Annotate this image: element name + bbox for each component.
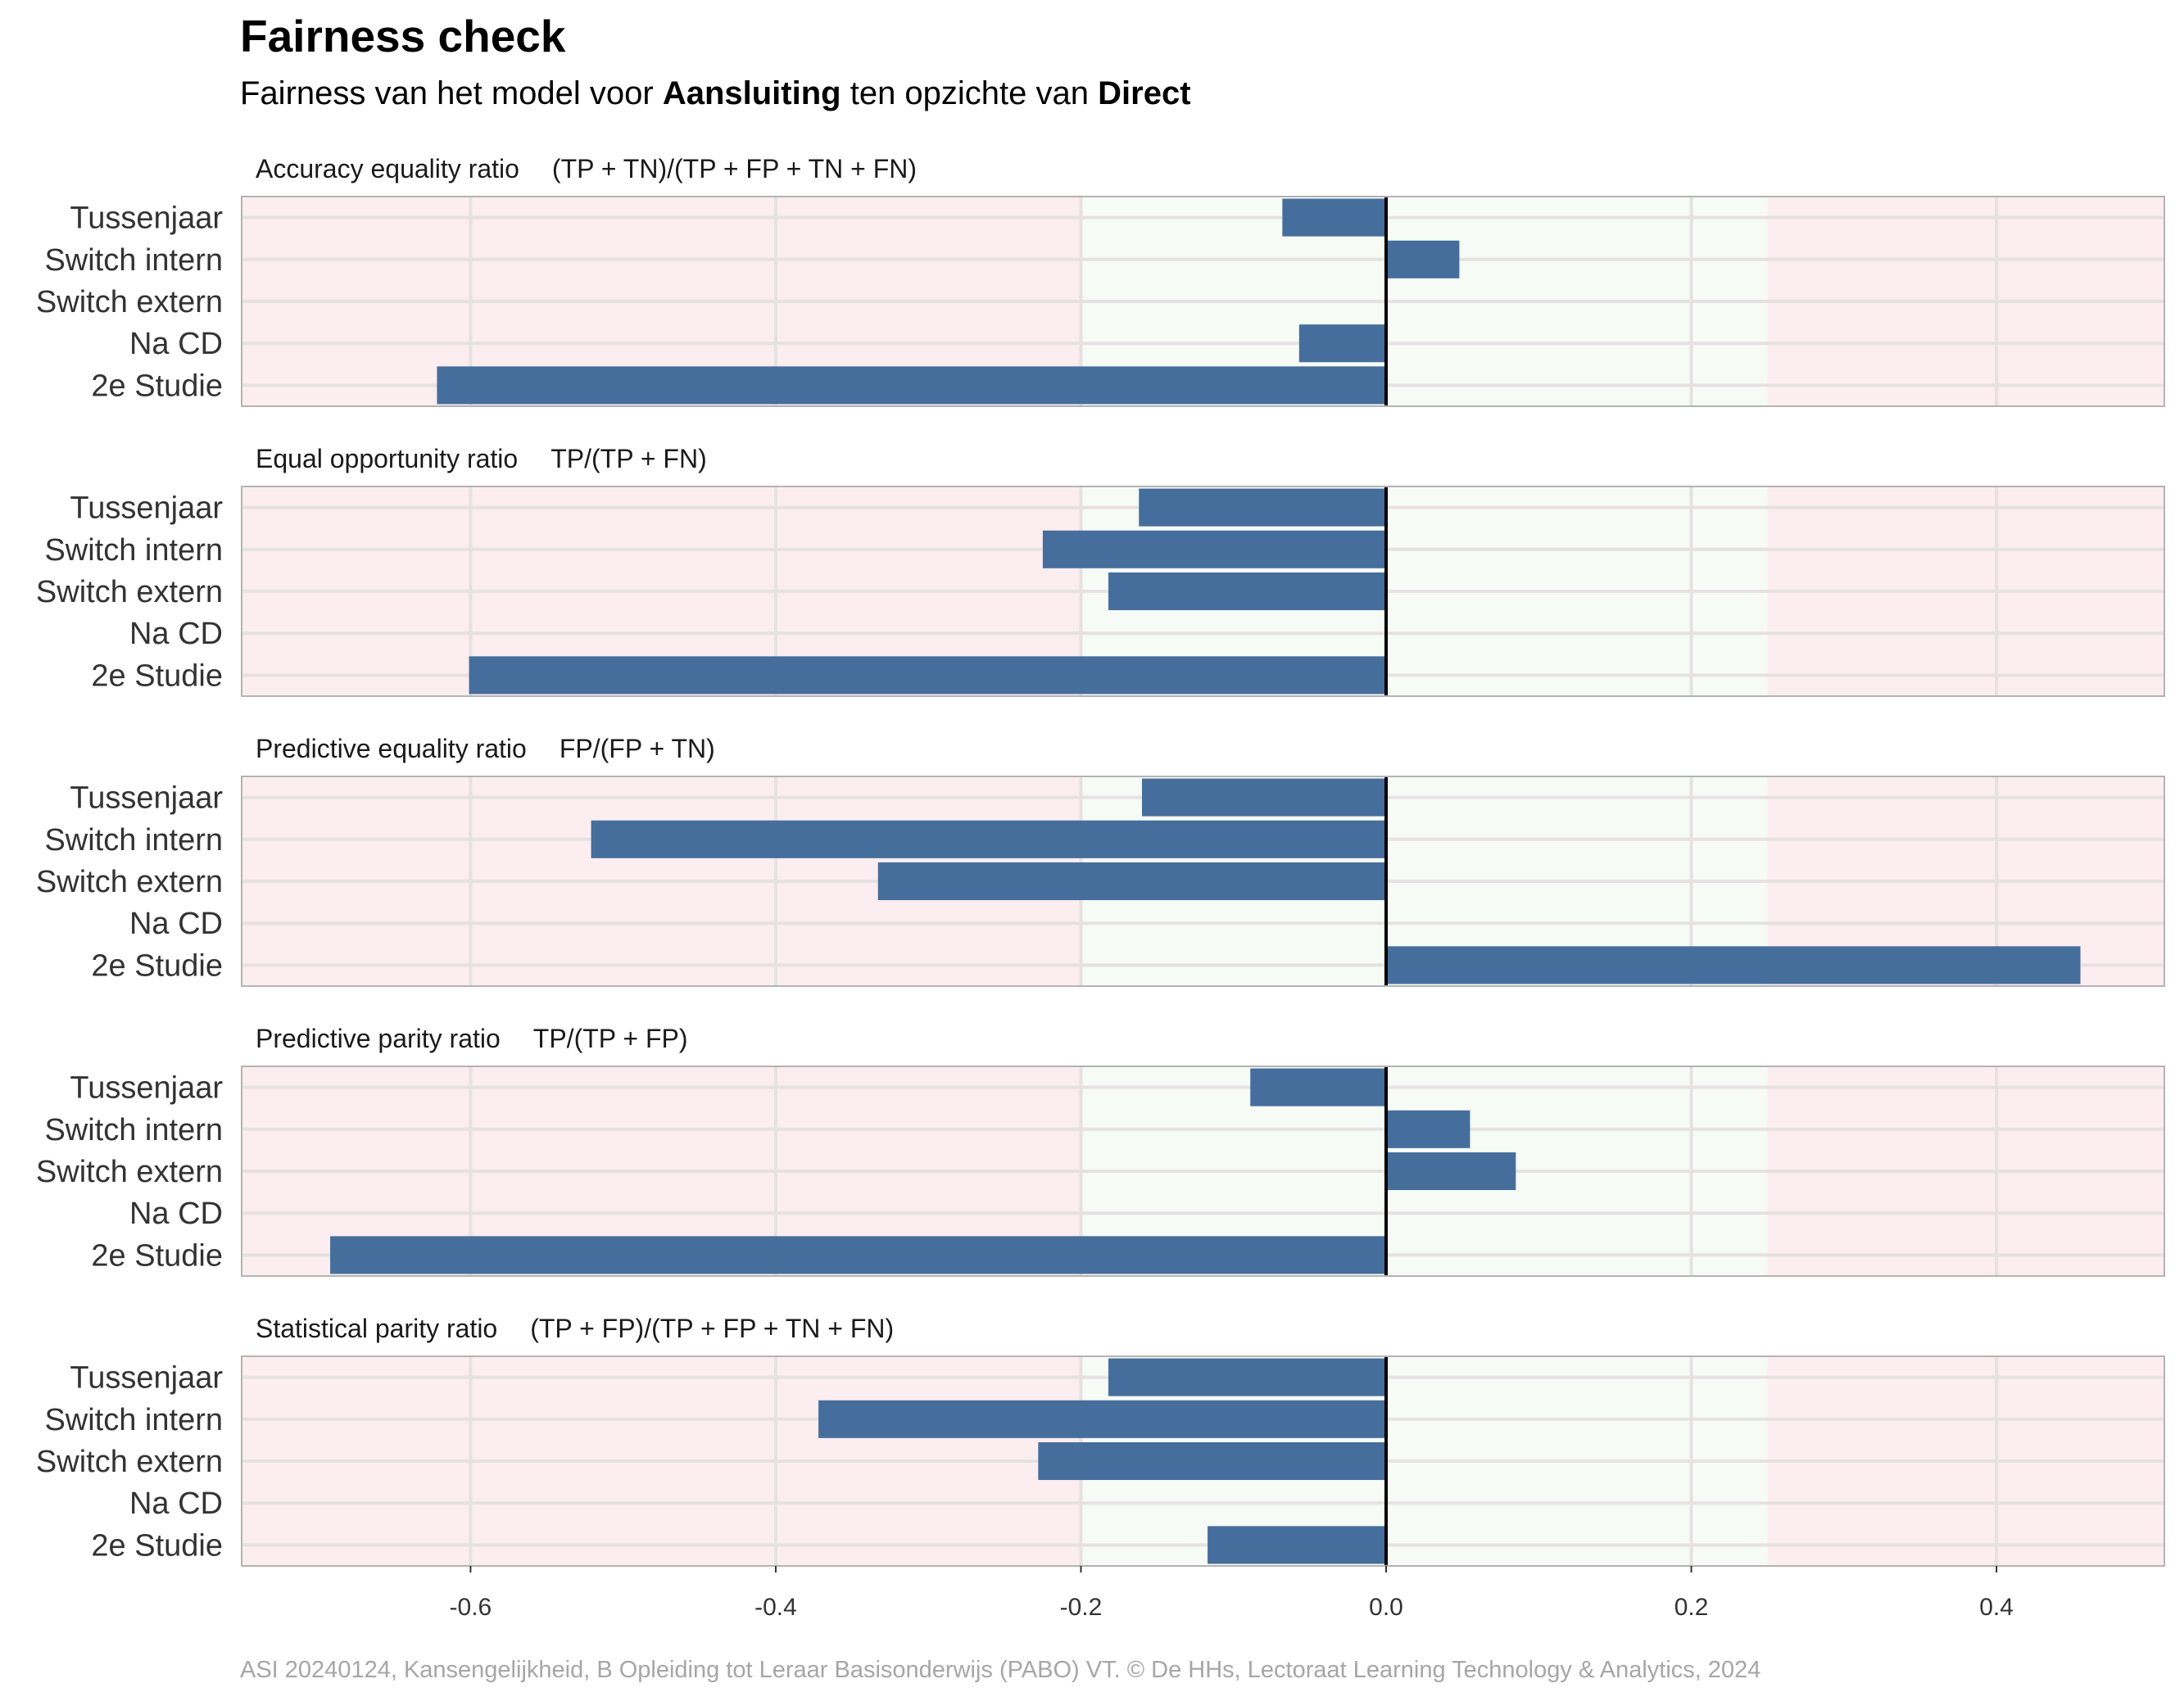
- bar-tussenjaar: [1250, 1068, 1387, 1106]
- bar-2e-studie: [469, 656, 1387, 695]
- category-label: 2e Studie: [91, 658, 223, 693]
- panel-metric-name: Statistical parity ratio: [256, 1314, 497, 1343]
- category-label: Switch intern: [44, 823, 223, 858]
- bar-switch-intern: [591, 820, 1387, 858]
- chart-title: Fairness check: [240, 11, 566, 61]
- bar-2e-studie: [1208, 1526, 1387, 1564]
- category-label: Switch intern: [44, 1403, 223, 1437]
- category-label: Switch intern: [44, 533, 223, 568]
- panel-metric-name: Predictive equality ratio: [256, 734, 527, 763]
- bar-2e-studie: [330, 1236, 1387, 1274]
- x-tick-label: -0.2: [1060, 1594, 1103, 1621]
- panel-metric-name: Accuracy equality ratio: [256, 154, 519, 183]
- category-label: Switch extern: [36, 865, 223, 899]
- panel-metric-formula: FP/(FP + TN): [560, 734, 715, 763]
- panel-strip-label: Predictive equality ratio FP/(FP + TN): [256, 734, 715, 763]
- category-label: Switch intern: [44, 243, 223, 278]
- x-tick-label: -0.6: [450, 1594, 492, 1621]
- panel-border: [241, 486, 2165, 697]
- category-label: Tussenjaar: [70, 491, 223, 526]
- panel-4: Predictive parity ratio TP/(TP + FP) Tusse…: [36, 1024, 2165, 1277]
- panel-5: Statistical parity ratio (TP + FP)/(TP + …: [36, 1314, 2165, 1567]
- subtitle-prefix: Fairness van het model voor: [240, 75, 663, 111]
- panel-metric-formula: (TP + TN)/(TP + FP + TN + FN): [552, 154, 917, 183]
- bar-switch-extern: [1386, 1152, 1516, 1191]
- bar-tussenjaar: [1139, 488, 1387, 527]
- subtitle-reference: Direct: [1098, 75, 1191, 111]
- panel-2: Equal opportunity ratio TP/(TP + FN) Tusse…: [36, 444, 2165, 697]
- x-tick-label: -0.4: [754, 1594, 797, 1621]
- x-tick-label: 0.0: [1369, 1594, 1403, 1621]
- category-label: 2e Studie: [91, 1238, 223, 1273]
- panel-metric-name: Predictive parity ratio: [256, 1024, 501, 1053]
- panel-border: [241, 1066, 2165, 1277]
- panel-border: [241, 776, 2165, 987]
- bar-switch-intern: [1042, 530, 1387, 568]
- bar-2e-studie: [437, 366, 1387, 405]
- category-label: Na CD: [129, 1197, 223, 1231]
- category-label: Tussenjaar: [70, 1071, 223, 1106]
- panel-metric-formula: (TP + FP)/(TP + FP + TN + FN): [530, 1314, 894, 1343]
- bar-switch-extern: [1108, 572, 1387, 611]
- chart-caption: ASI 20240124, Kansengelijkheid, B Opleid…: [240, 1657, 1761, 1683]
- category-label: Na CD: [129, 907, 223, 941]
- category-label: Switch extern: [36, 1155, 223, 1189]
- bar-na-cd: [1298, 324, 1387, 363]
- panel-strip-label: Predictive parity ratio TP/(TP + FP): [256, 1024, 688, 1053]
- bar-switch-intern: [1386, 1110, 1470, 1148]
- category-label: Switch extern: [36, 285, 223, 319]
- bar-2e-studie: [1386, 946, 2081, 984]
- category-label: Na CD: [129, 617, 223, 651]
- bar-switch-extern: [1038, 1441, 1387, 1481]
- bar-tussenjaar: [1141, 778, 1387, 817]
- category-label: Tussenjaar: [70, 781, 223, 816]
- chart-subtitle: Fairness van het model voor Aansluiting …: [240, 75, 1191, 112]
- panel-3: Predictive equality ratio FP/(FP + TN) Tus…: [36, 734, 2165, 987]
- category-label: Switch extern: [36, 1445, 223, 1479]
- subtitle-model: Aansluiting: [662, 75, 841, 111]
- category-label: Tussenjaar: [70, 201, 223, 236]
- panel-border: [241, 1355, 2165, 1567]
- panel-metric-formula: TP/(TP + FP): [533, 1024, 688, 1053]
- bar-switch-intern: [1386, 240, 1460, 278]
- x-tick-label: 0.2: [1674, 1594, 1709, 1621]
- x-tick-label: 0.4: [1979, 1594, 2014, 1621]
- category-label: Na CD: [129, 1487, 223, 1521]
- bar-switch-extern: [877, 862, 1387, 901]
- bar-switch-intern: [818, 1400, 1387, 1438]
- category-label: 2e Studie: [91, 948, 223, 983]
- panel-strip-label: Accuracy equality ratio (TP + TN)/(TP + F…: [256, 154, 917, 183]
- bar-tussenjaar: [1108, 1358, 1387, 1396]
- panel-metric-name: Equal opportunity ratio: [256, 444, 518, 473]
- panel-strip-label: Statistical parity ratio (TP + FP)/(TP + …: [256, 1314, 894, 1343]
- fairness-chart: Accuracy equality ratio (TP + TN)/(TP + F…: [36, 154, 2165, 1621]
- panel-1: Accuracy equality ratio (TP + TN)/(TP + F…: [36, 154, 2165, 407]
- panel-strip-label: Equal opportunity ratio TP/(TP + FN): [256, 444, 707, 473]
- category-label: Tussenjaar: [70, 1361, 223, 1396]
- category-label: 2e Studie: [91, 1528, 223, 1563]
- subtitle-middle: ten opzichte van: [841, 75, 1099, 111]
- panel-metric-formula: TP/(TP + FN): [551, 444, 707, 473]
- category-label: Na CD: [129, 327, 223, 361]
- panel-border: [241, 196, 2165, 407]
- category-label: Switch intern: [44, 1113, 223, 1147]
- bar-tussenjaar: [1282, 198, 1387, 237]
- category-label: 2e Studie: [91, 369, 223, 403]
- category-label: Switch extern: [36, 575, 223, 609]
